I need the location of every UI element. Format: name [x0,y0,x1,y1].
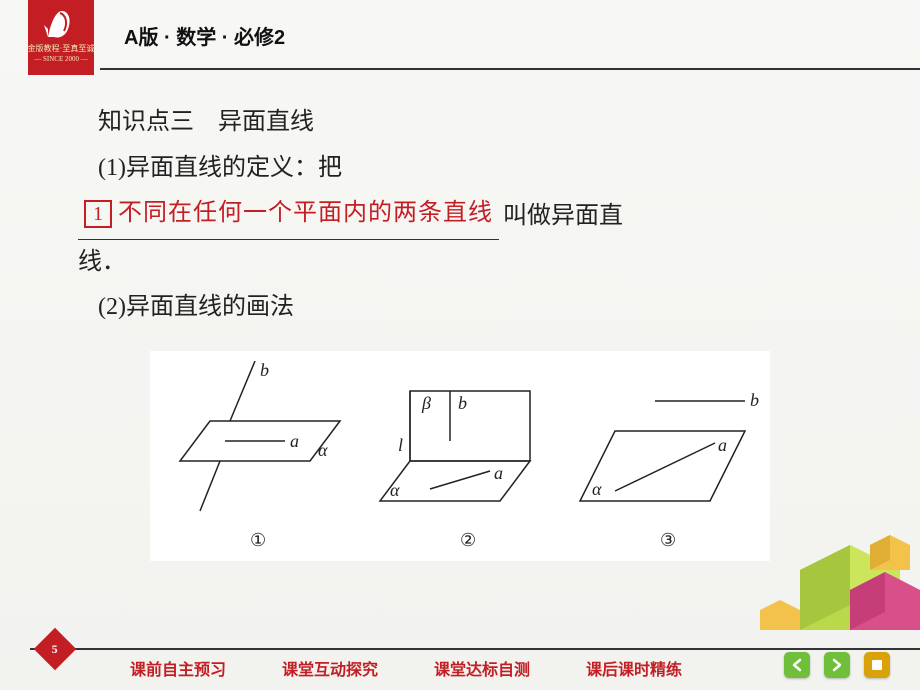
svg-text:②: ② [460,530,476,550]
svg-text:b: b [458,393,467,413]
svg-text:a: a [494,463,503,483]
definition-tail: 叫做异面直 [503,194,623,240]
chevron-left-icon [790,658,804,672]
logo-tagline: 金版教程·至真至诚 [28,43,95,54]
answer-number-frame: 1 [84,200,112,228]
svg-text:b: b [750,390,759,410]
header: 金版教程·至真至诚 — SINCE 2000 — A版 · 数学 · 必修2 [0,0,920,70]
page-number: 5 [52,642,58,657]
nav-preclass[interactable]: 课前自主预习 [130,656,226,680]
content-area: 知识点三 异面直线 (1)异面直线的定义：把 1 不同在任何一个平面内的两条直线… [0,70,920,561]
stop-button[interactable] [864,652,890,678]
brand-logo: 金版教程·至真至诚 — SINCE 2000 — [28,0,94,75]
logo-mark-icon [42,7,80,41]
svg-text:β: β [421,393,431,413]
svg-text:③: ③ [660,530,676,550]
definition-intro: (1)异面直线的定义：把 [50,146,870,192]
fill-in-blank-line: 1 不同在任何一个平面内的两条直线 叫做异面直 [50,191,870,240]
header-divider [100,68,920,70]
definition-cont: 线． [78,240,870,286]
answer-underline: 1 不同在任何一个平面内的两条直线 [78,191,499,240]
nav-selftest[interactable]: 课堂达标自测 [434,656,530,680]
svg-text:a: a [718,435,727,455]
diagram-container: a α b α β l b [50,351,870,561]
skew-lines-diagram: a α b α β l b [150,351,770,561]
nav-inclass[interactable]: 课堂互动探究 [282,656,378,680]
page-number-badge: 5 [34,628,76,670]
nav-afterclass[interactable]: 课后课时精练 [586,656,682,680]
svg-text:l: l [398,435,403,455]
svg-text:α: α [592,479,602,499]
next-button[interactable] [824,652,850,678]
footer: 5 课前自主预习 课堂互动探究 课堂达标自测 课后课时精练 [0,630,920,690]
footer-divider [30,648,920,650]
footer-nav: 课前自主预习 课堂互动探究 课堂达标自测 课后课时精练 [130,656,682,680]
svg-text:α: α [318,440,328,460]
logo-since: — SINCE 2000 — [34,55,87,63]
stop-icon [871,659,883,671]
item2-title: (2)异面直线的画法 [50,285,870,331]
svg-text:①: ① [250,530,266,550]
section-title: 知识点三 异面直线 [50,100,870,146]
svg-text:α: α [390,480,400,500]
svg-text:a: a [290,431,299,451]
svg-text:b: b [260,361,269,380]
prev-button[interactable] [784,652,810,678]
chevron-right-icon [830,658,844,672]
answer-text: 不同在任何一个平面内的两条直线 [118,191,493,237]
nav-buttons [784,652,890,678]
header-title: A版 · 数学 · 必修2 [124,21,285,50]
